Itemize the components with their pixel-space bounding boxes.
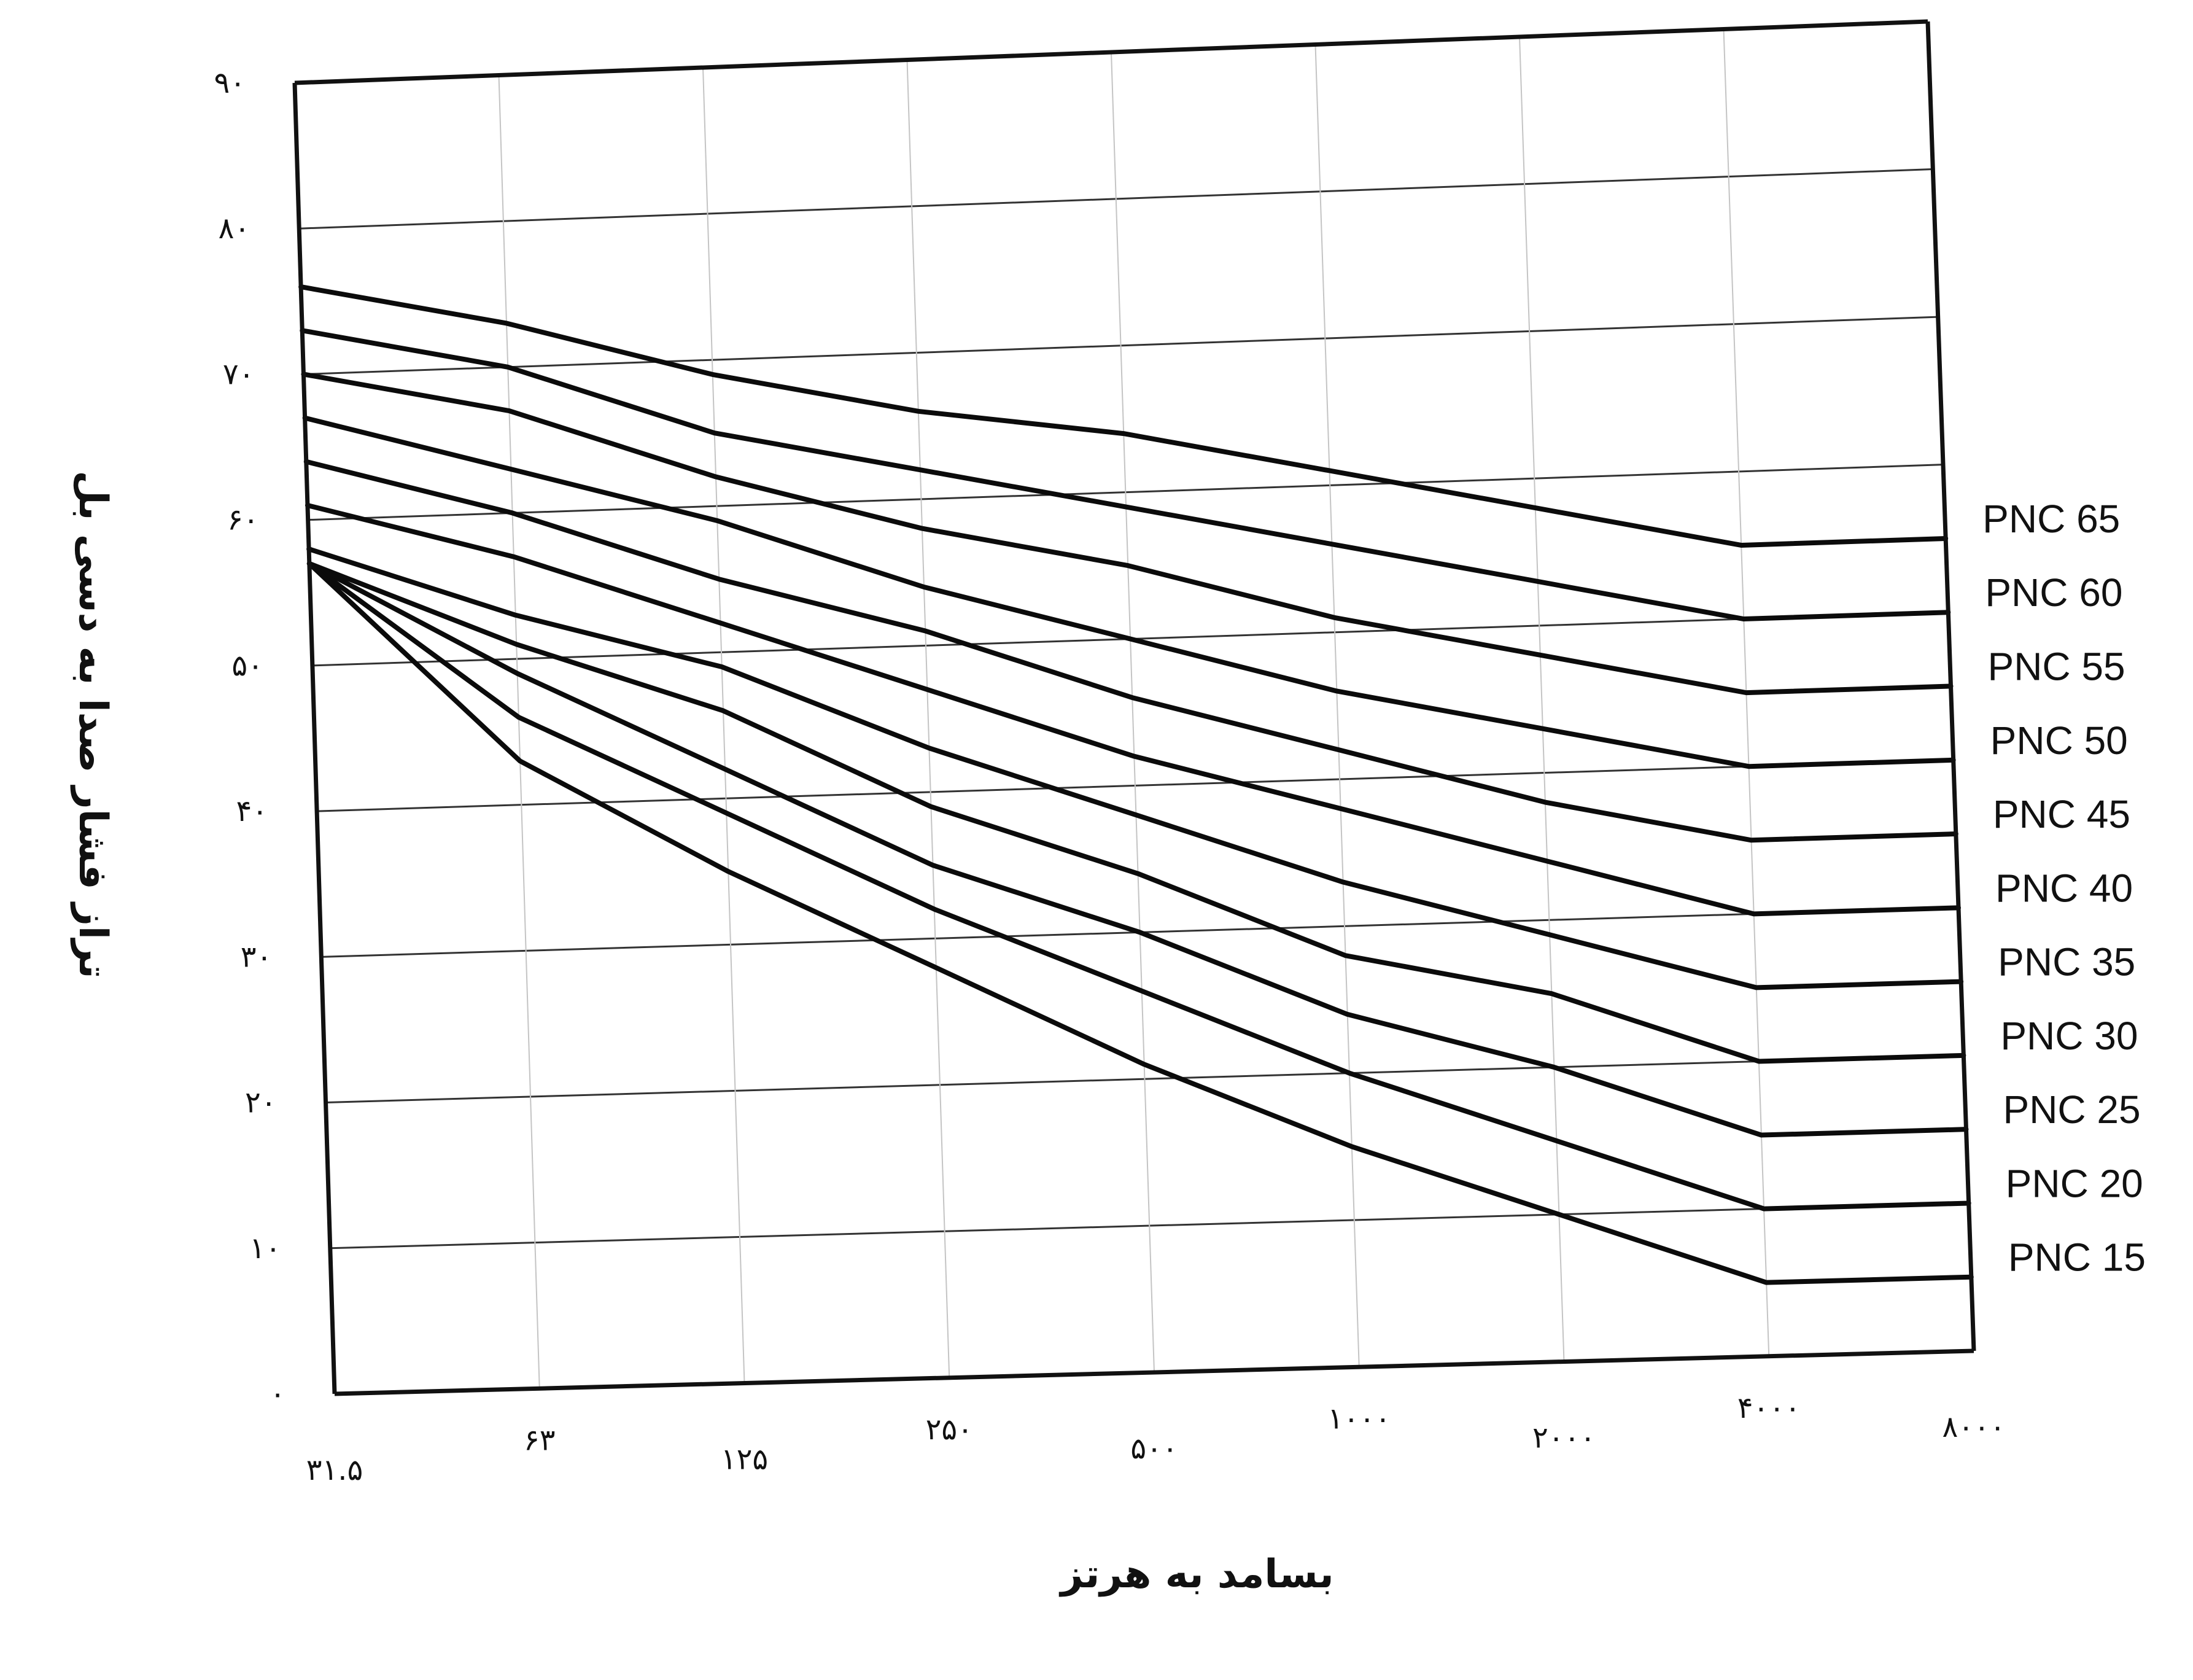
y-tick-label: ۵۰ — [231, 648, 263, 683]
x-tick-label: ۱۲۵ — [721, 1442, 768, 1477]
series-line-pnc-40 — [305, 502, 1961, 917]
y-tick-label: ۸۰ — [219, 211, 250, 246]
series-label: PNC 45 — [1993, 792, 2130, 836]
series-label: PNC 50 — [1990, 718, 2128, 763]
x-axis-line — [334, 1348, 1974, 1396]
y-tick-label: ۱۰ — [249, 1231, 281, 1266]
series-label: PNC 60 — [1985, 570, 2122, 615]
y-tick-label: ۹۰ — [214, 66, 246, 100]
y-tick-label: ۶۰ — [227, 503, 259, 537]
gridline-x — [1314, 44, 1360, 1367]
series-label: PNC 20 — [2006, 1161, 2143, 1205]
y-axis-line — [292, 82, 337, 1394]
series-line-pnc-65 — [298, 284, 1949, 548]
series-line-pnc-60 — [300, 328, 1951, 622]
series-label: PNC 25 — [2003, 1087, 2141, 1132]
x-tick-label: ۸۰۰۰ — [1942, 1410, 2005, 1444]
x-tick-label: ۳۱.۵ — [306, 1453, 363, 1487]
gridline-x — [498, 75, 540, 1389]
y-tick-label: ۳۰ — [241, 939, 273, 974]
series-label: PNC 30 — [2000, 1014, 2138, 1058]
series-label: PNC 35 — [1998, 940, 2135, 984]
series-line-pnc-25 — [306, 561, 1969, 1138]
series-label: PNC 40 — [1995, 866, 2133, 910]
x-axis-title: بسامد به هرتز — [1058, 1552, 1333, 1597]
series-line-pnc-20 — [306, 561, 1971, 1211]
series-line-pnc-55 — [301, 371, 1954, 696]
x-tick-label: ۴۰۰۰ — [1737, 1391, 1801, 1425]
y-tick-label: ۷۰ — [223, 357, 255, 391]
gridline-x — [702, 67, 745, 1383]
series-label: PNC 55 — [1988, 645, 2125, 689]
series-line-pnc-30 — [306, 561, 1966, 1064]
x-tick-label: ۵۰۰ — [1130, 1431, 1178, 1466]
plot-frame-right — [1925, 21, 1976, 1351]
y-tick-label: ۰ — [270, 1377, 285, 1411]
x-tick-label: ۲۰۰۰ — [1532, 1421, 1596, 1455]
series-line-pnc-50 — [302, 415, 1956, 769]
gridline-x — [906, 60, 950, 1378]
series-label: PNC 15 — [2008, 1235, 2146, 1280]
y-tick-label: ۴۰ — [236, 794, 268, 828]
x-tick-label: ۱۰۰۰ — [1327, 1401, 1391, 1436]
x-tick-label: ۲۵۰ — [926, 1412, 973, 1447]
series-line-pnc-15 — [306, 561, 1974, 1285]
y-tick-label: ۲۰ — [245, 1086, 277, 1120]
gridline-x — [1519, 36, 1565, 1362]
x-tick-label: ۶۳ — [524, 1423, 556, 1457]
series-line-pnc-35 — [306, 546, 1964, 990]
y-axis-title: تراز فشار صدا به دسی بل — [70, 470, 115, 978]
series-label: PNC 65 — [1982, 497, 2120, 541]
plot-frame-top — [294, 19, 1928, 85]
gridline-x — [1111, 52, 1155, 1373]
series-line-pnc-45 — [303, 459, 1958, 843]
